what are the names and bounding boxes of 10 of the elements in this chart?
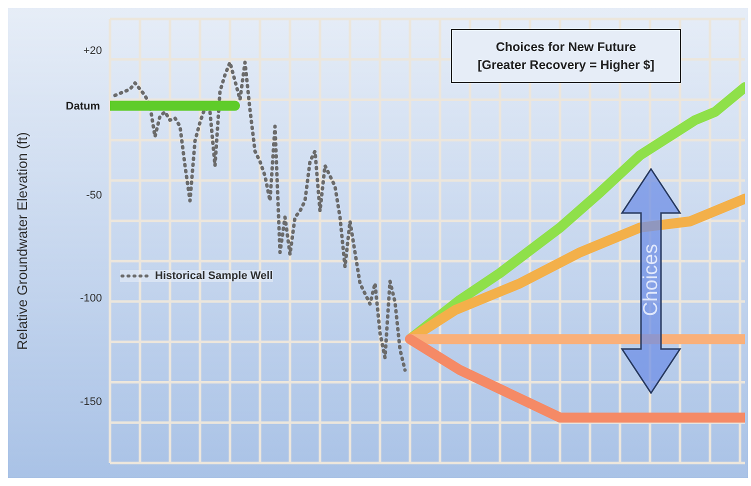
y-tick-label: -50 — [86, 189, 102, 202]
y-axis-title: Relative Groundwater Elevation (ft) — [14, 132, 30, 350]
annotation: Choices — [640, 244, 662, 316]
y-tick-label: +20 — [83, 44, 102, 57]
legend-label: Historical Sample Well — [155, 270, 273, 282]
title-frame: Choices for New Future [Greater Recovery = Higher $] — [451, 29, 681, 83]
y-tick-label: -150 — [80, 396, 102, 408]
line-series — [113, 60, 407, 372]
y-tick-label: -100 — [80, 292, 102, 305]
series-label: Datum — [66, 100, 100, 113]
